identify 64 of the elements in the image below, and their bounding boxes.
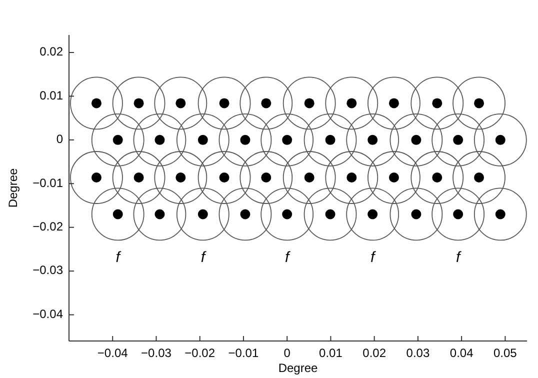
x-tick-label: 0.03 xyxy=(406,346,430,360)
point xyxy=(368,134,378,145)
point xyxy=(219,98,230,108)
y-tick-label: −0.03 xyxy=(32,263,64,278)
point xyxy=(368,209,378,220)
point xyxy=(112,134,123,145)
point xyxy=(474,172,484,183)
annotation: f xyxy=(200,249,207,266)
point xyxy=(282,134,292,145)
x-tick-label: 0.02 xyxy=(362,346,386,360)
x-tick-label: 0 xyxy=(284,346,291,360)
point xyxy=(198,209,208,220)
point xyxy=(325,134,336,145)
point xyxy=(453,209,464,220)
point xyxy=(325,209,336,220)
y-tick-label: 0.02 xyxy=(40,44,64,59)
point xyxy=(304,98,314,108)
point xyxy=(346,98,357,108)
point xyxy=(388,172,399,183)
point xyxy=(154,134,165,145)
annotation: f xyxy=(116,249,122,266)
x-tick-label: 0.04 xyxy=(450,346,474,360)
point xyxy=(154,209,165,220)
annotation: f xyxy=(285,249,292,266)
point xyxy=(261,98,272,108)
point xyxy=(112,209,123,220)
annotation: f xyxy=(456,249,462,266)
point xyxy=(411,209,422,220)
x-axis-title: Degree xyxy=(278,361,318,375)
x-tick-label: 0.05 xyxy=(494,346,518,360)
point xyxy=(411,134,422,145)
point xyxy=(198,134,208,145)
y-tick-label: −0.04 xyxy=(32,306,64,321)
y-axis-title: Degree xyxy=(6,168,20,208)
point xyxy=(495,209,506,220)
point xyxy=(240,134,250,145)
point xyxy=(453,134,464,145)
x-tick-label: 0.01 xyxy=(319,346,343,360)
point xyxy=(388,98,399,108)
annotation: f xyxy=(370,249,377,266)
x-tick-label: −0.01 xyxy=(228,346,259,360)
point xyxy=(495,134,506,145)
x-tick-label: −0.03 xyxy=(141,346,172,360)
point xyxy=(240,209,250,220)
x-tick-label: −0.02 xyxy=(184,346,216,360)
point xyxy=(134,98,144,108)
y-tick-label: −0.02 xyxy=(32,220,64,234)
y-tick-label: 0 xyxy=(56,132,64,146)
point xyxy=(304,172,314,183)
point xyxy=(91,98,102,108)
x-tick-label: −0.04 xyxy=(97,346,128,360)
point xyxy=(219,172,230,183)
point xyxy=(432,98,442,108)
point xyxy=(346,172,357,183)
point xyxy=(134,172,144,183)
y-tick-label: −0.01 xyxy=(32,176,64,190)
point xyxy=(282,209,292,220)
point xyxy=(91,172,102,183)
point xyxy=(176,172,186,183)
point xyxy=(474,98,484,108)
point xyxy=(261,172,272,183)
point xyxy=(432,172,442,183)
point xyxy=(176,98,186,108)
y-tick-label: 0.01 xyxy=(40,88,64,102)
